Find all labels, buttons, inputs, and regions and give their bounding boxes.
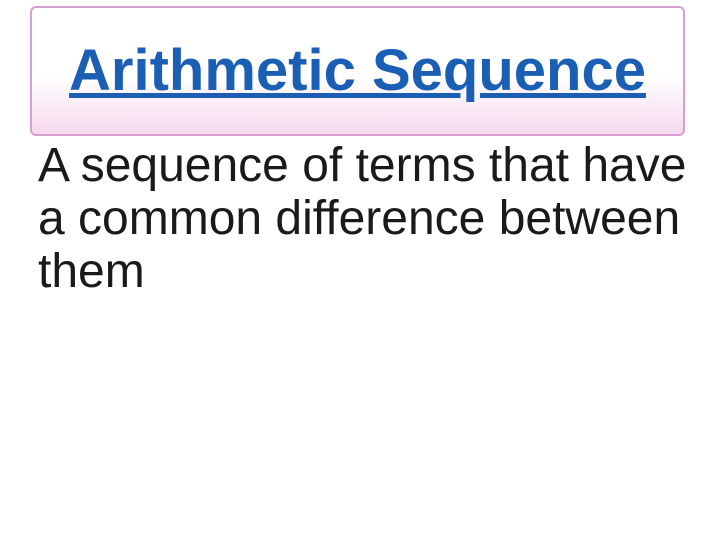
slide-body: A sequence of terms that have a common d… — [38, 140, 688, 298]
title-container: Arithmetic Sequence — [30, 6, 685, 136]
slide-title: Arithmetic Sequence — [69, 41, 646, 102]
